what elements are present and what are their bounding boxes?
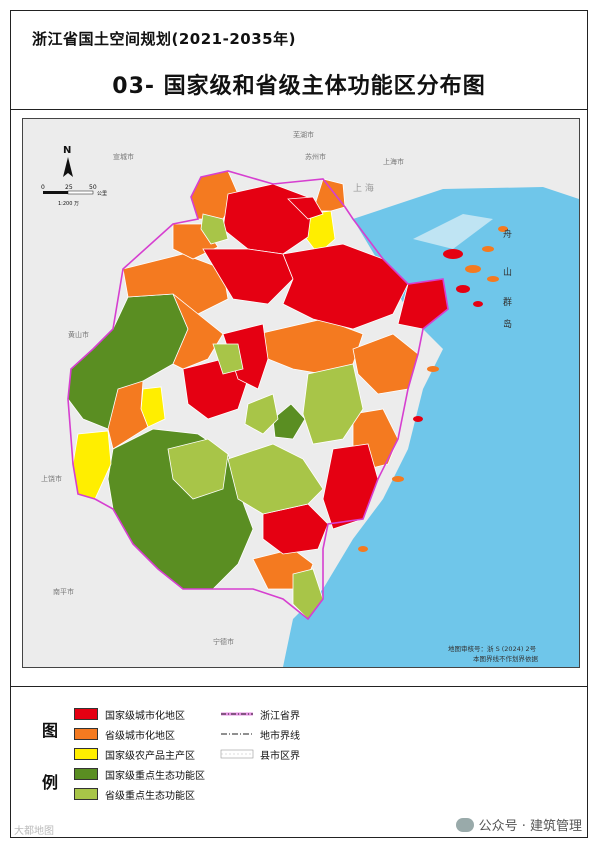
zhoushan-label-2: 山 — [503, 267, 512, 278]
region-shaoxing-ningbo — [282, 243, 409, 330]
label-wuhu: 芜湖市 — [293, 130, 314, 139]
legend-label-county-boundary: 县市区界 — [260, 750, 300, 762]
legend-label-provincial-eco: 省级重点生态功能区 — [105, 790, 195, 802]
region-pujiang — [212, 343, 244, 375]
region-wuyi — [244, 393, 279, 435]
scale-ratio: 1:200 万 — [58, 201, 79, 207]
region-jiashan — [312, 178, 346, 212]
map-frame — [10, 10, 588, 838]
north-arrow: N — [63, 145, 73, 177]
legend-swatch-provincial-urban — [74, 728, 98, 740]
region-quzhou — [107, 380, 149, 450]
region-lanxi — [172, 293, 224, 370]
region-xianju — [302, 363, 364, 445]
legend-item-county-boundary: 县市区界 — [220, 747, 300, 762]
legend-label-national-urban: 国家级城市化地区 — [105, 710, 185, 722]
scale-tick-0: 0 — [41, 184, 45, 191]
hangzhou-bay-mouth — [413, 214, 493, 249]
label-ningde: 宁德市 — [213, 637, 234, 646]
scale-tick-25: 25 — [65, 184, 73, 191]
scale-bar: 0 25 50 公里 1:200 万 — [41, 184, 107, 207]
region-hangzhou — [202, 248, 294, 305]
province-boundary — [67, 170, 449, 621]
zhoushan-label-4: 岛 — [503, 318, 512, 330]
map-title: 03- 国家级和省级主体功能区分布图 — [112, 74, 486, 99]
label-shanghai-big: 上 海 — [353, 182, 374, 194]
scale-unit: 公里 — [97, 191, 107, 197]
legend-item-provincial-eco: 省级重点生态功能区 — [74, 787, 195, 802]
legend-item-province-boundary: 浙江省界 — [220, 707, 300, 722]
zhoushan-islands — [358, 226, 508, 552]
zhoushan-label-3: 群 — [503, 296, 512, 308]
boundary-note: 本图界线不作划界依据 — [473, 654, 539, 663]
region-panan — [272, 403, 306, 440]
east-china-sea — [283, 187, 579, 667]
legend-label-national-eco: 国家级重点生态功能区 — [105, 770, 205, 782]
legend-swatch-national-urban — [74, 708, 98, 720]
legend-swatch-national-eco — [74, 768, 98, 780]
zhoushan-label-1: 舟 — [503, 228, 512, 240]
label-shangrao: 上饶市 — [41, 474, 62, 483]
watermark: 公众号 · 建筑管理 — [455, 815, 582, 834]
region-haining — [287, 196, 324, 220]
legend-swatch-national-agri — [74, 748, 98, 760]
legend-item-provincial-urban: 省级城市化地区 — [74, 727, 175, 742]
legend-heading-bottom: 例 — [42, 773, 59, 792]
review-number: 地图审核号：浙 S (2024) 2号 — [448, 644, 537, 653]
legend-item-city-boundary: 地市界线 — [220, 727, 300, 742]
region-yiwu — [222, 323, 269, 390]
label-huangshan: 黄山市 — [68, 330, 89, 339]
watermark-text: 公众号 · 建筑管理 — [478, 819, 582, 834]
label-suzhou: 苏州市 — [305, 152, 326, 161]
province-boundary-symbol — [221, 712, 253, 716]
scale-tick-50: 50 — [89, 184, 97, 191]
legend-item-national-urban: 国家级城市化地区 — [74, 707, 185, 722]
county-boundary-symbol — [220, 749, 254, 759]
plan-title: 浙江省国土空间规划(2021-2035年) — [32, 30, 296, 48]
zhejiang-map: 芜湖市 苏州市 上海市 上 海 宣城市 黄山市 上饶市 南平市 宁德市 舟 山 … — [23, 119, 579, 667]
legend-panel: 图 例 国家级城市化地区 省级城市化地区 国家级农产品主产区 国家级重点生态功能… — [10, 686, 588, 838]
map-panel: 芜湖市 苏州市 上海市 上 海 宣城市 黄山市 上饶市 南平市 宁德市 舟 山 … — [22, 118, 580, 668]
region-deqing — [200, 213, 229, 245]
region-suichang — [167, 438, 229, 500]
legend-label-provincial-urban: 省级城市化地区 — [105, 730, 175, 742]
region-jinyun — [227, 443, 324, 515]
header: 浙江省国土空间规划(2021-2035年) 03- 国家级和省级主体功能区分布图 — [10, 10, 588, 110]
watermark-left: 大都地图 — [14, 826, 54, 837]
label-xuancheng: 宣城市 — [113, 152, 134, 161]
legend-heading-top: 图 — [42, 721, 59, 740]
north-label: N — [63, 145, 71, 156]
legend-item-national-eco: 国家级重点生态功能区 — [74, 767, 205, 782]
legend-swatch-provincial-eco — [74, 788, 98, 800]
wechat-icon — [455, 817, 474, 832]
label-shanghai-city: 上海市 — [383, 157, 404, 166]
legend-item-national-agri: 国家级农产品主产区 — [74, 747, 195, 762]
legend-label-province-boundary: 浙江省界 — [260, 710, 300, 722]
city-boundary-symbol — [221, 733, 253, 735]
legend-label-city-boundary: 地市界线 — [260, 730, 300, 742]
legend-label-national-agri: 国家级农产品主产区 — [105, 750, 195, 762]
label-nanping: 南平市 — [53, 587, 74, 596]
